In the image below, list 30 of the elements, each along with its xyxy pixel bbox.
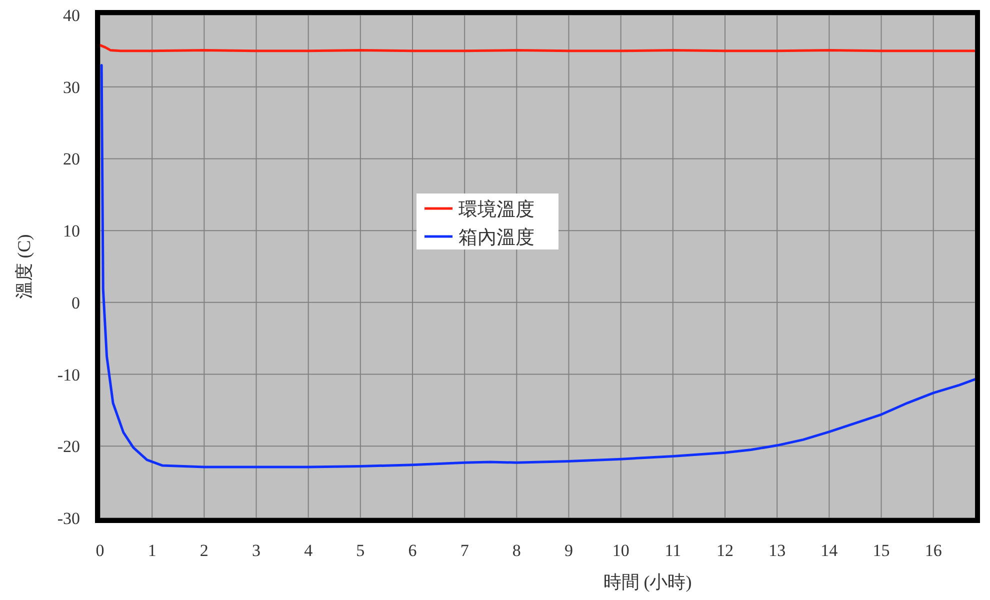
x-tick-label: 10 — [612, 541, 630, 560]
x-tick-label: 6 — [408, 541, 417, 560]
legend-label: 箱內溫度 — [458, 226, 534, 248]
x-tick-label: 4 — [304, 541, 314, 560]
y-tick-label: -20 — [57, 437, 80, 456]
y-tick-label: 30 — [63, 78, 80, 97]
y-tick-label: 20 — [63, 150, 80, 169]
x-tick-label: 2 — [200, 541, 208, 560]
y-tick-label: -10 — [57, 365, 80, 384]
legend-label: 環境溫度 — [458, 198, 534, 220]
y-tick-label: -30 — [57, 509, 80, 528]
x-tick-label: 11 — [664, 541, 682, 560]
x-tick-label: 16 — [924, 541, 942, 560]
x-tick-label: 15 — [872, 541, 890, 560]
x-tick-label: 7 — [460, 541, 470, 560]
x-tick-label: 12 — [716, 541, 734, 560]
x-tick-label: 5 — [356, 541, 365, 560]
y-tick-label: 0 — [72, 293, 80, 312]
y-tick-label: 10 — [63, 222, 80, 241]
y-tick-label: 40 — [63, 6, 80, 25]
line-series — [100, 64, 976, 468]
x-tick-label: 8 — [512, 541, 521, 560]
x-tick-label: 9 — [564, 541, 573, 560]
x-tick-label: 0 — [96, 541, 104, 560]
y-axis-title: 溫度 (C) — [14, 234, 34, 299]
x-tick-label: 14 — [820, 541, 838, 560]
x-tick-label: 3 — [252, 541, 260, 560]
x-tick-label: 13 — [768, 541, 786, 560]
x-tick-label: 1 — [148, 541, 156, 560]
x-axis-title: 時間 (小時) — [603, 572, 692, 592]
